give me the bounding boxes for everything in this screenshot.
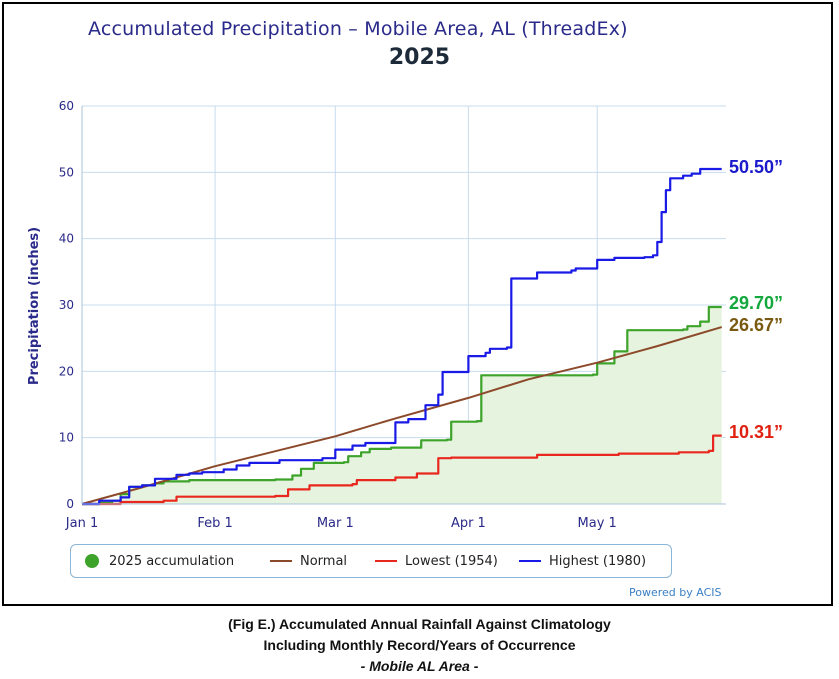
y-tick-label: 10: [59, 431, 74, 445]
y-tick-label: 20: [59, 364, 74, 378]
y-tick-label: 30: [59, 298, 74, 312]
x-tick-label: Feb 1: [197, 516, 232, 531]
legend-item-highest[interactable]: Highest (1980): [519, 545, 646, 579]
chart-legend: 2025 accumulation Normal Lowest (1954) H…: [70, 544, 672, 578]
y-tick-label: 60: [59, 99, 74, 113]
y-tick-label: 40: [59, 232, 74, 246]
figure-caption-line-3: - Mobile AL Area -: [360, 658, 479, 674]
green-dot-icon: [85, 553, 99, 568]
end-value-label: 29.70”: [729, 293, 783, 313]
axis-layer: 0 10 20 30 40 50 60 Jan 1 Feb 1 Mar 1 Apr 1 May 1 50…: [59, 99, 783, 531]
chart-title: Accumulated Precipitation – Mobile Area,…: [88, 18, 628, 40]
y-tick-label: 50: [59, 165, 74, 179]
blue-line-icon: [519, 559, 541, 562]
chart-subtitle: 2025: [388, 45, 451, 70]
figure-caption-line-1: (Fig E.) Accumulated Annual Rainfall Aga…: [228, 616, 611, 632]
series-layer: [81, 167, 722, 506]
chart-frame: [2, 2, 833, 606]
legend-item-normal[interactable]: Normal: [270, 545, 347, 579]
figure-caption-line-2: Including Monthly Record/Years of Occurr…: [263, 637, 576, 653]
legend-label: Normal: [300, 554, 348, 569]
y-axis-label: Precipitation (inches): [27, 227, 42, 385]
red-line-icon: [375, 559, 397, 562]
series-line-highest-1980: [82, 167, 722, 506]
legend-item-lowest[interactable]: Lowest (1954): [375, 545, 498, 579]
legend-label: Highest (1980): [549, 554, 647, 569]
end-value-label: 10.31”: [729, 422, 783, 442]
x-tick-label: Jan 1: [65, 516, 98, 531]
x-tick-label: Mar 1: [317, 516, 354, 531]
legend-label: 2025 accumulation: [109, 554, 235, 569]
powered-by-link[interactable]: Powered by ACIS: [629, 586, 722, 599]
legend-label: Lowest (1954): [405, 554, 498, 569]
brown-line-icon: [270, 559, 292, 562]
y-tick-label: 0: [66, 497, 74, 511]
legend-item-2025[interactable]: 2025 accumulation: [85, 545, 234, 579]
end-value-label: 26.67”: [729, 315, 783, 335]
x-tick-label: May 1: [578, 516, 617, 531]
series-line-normal: [81, 326, 722, 505]
series-line-lowest-1954: [82, 434, 722, 506]
x-tick-label: Apr 1: [451, 516, 486, 531]
end-value-label: 50.50”: [729, 157, 783, 177]
